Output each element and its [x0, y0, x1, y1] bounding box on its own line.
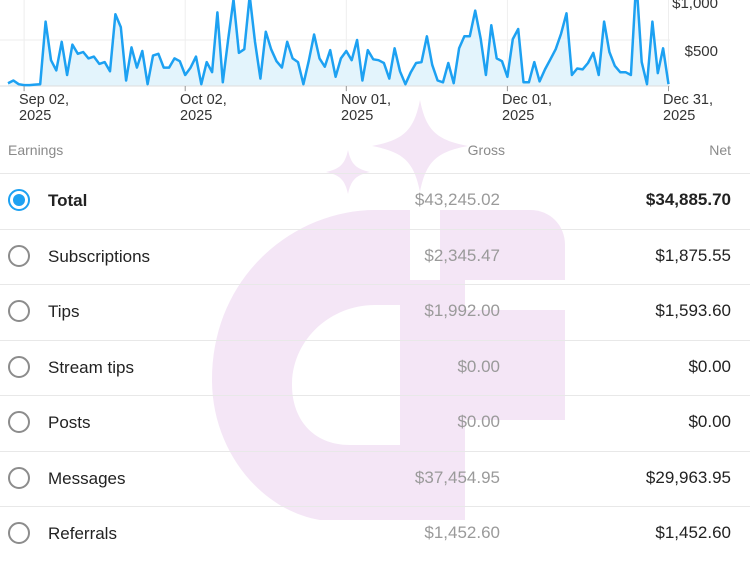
- row-label-stream-tips: Stream tips: [48, 358, 134, 377]
- row-messages[interactable]: Messages $37,454.95 $29,963.95: [0, 451, 750, 507]
- earnings-chart: $1,000 $500 Sep 02, 2025 Oct 02, 2025 Nov …: [0, 0, 750, 135]
- radio-referrals[interactable]: [8, 522, 30, 544]
- gross-stream-tips: $0.00: [457, 357, 500, 376]
- gross-subscriptions: $2,345.47: [424, 246, 500, 265]
- row-label-subscriptions: Subscriptions: [48, 247, 151, 266]
- x-tick-label-nov01: Nov 01, 2025: [341, 92, 391, 124]
- gross-messages: $37,454.95: [414, 468, 500, 487]
- row-subscriptions[interactable]: Subscriptions $2,345.47 $1,875.55: [0, 229, 750, 285]
- radio-total[interactable]: [8, 189, 30, 211]
- header-gross: Gross: [467, 142, 505, 158]
- table-header: Earnings Gross Net: [0, 138, 750, 172]
- y-tick-label-500: $500: [684, 43, 718, 60]
- x-tick-label-dec01: Dec 01, 2025: [502, 92, 552, 124]
- row-posts[interactable]: Posts $0.00 $0.00: [0, 395, 750, 451]
- row-total[interactable]: Total $43,245.02 $34,885.70: [0, 173, 750, 229]
- row-label-tips: Tips: [48, 302, 80, 321]
- net-subscriptions: $1,875.55: [655, 246, 731, 265]
- radio-messages[interactable]: [8, 467, 30, 489]
- gross-tips: $1,992.00: [424, 301, 500, 320]
- row-label-total: Total: [48, 191, 88, 210]
- net-posts: $0.00: [688, 412, 731, 431]
- row-referrals[interactable]: Referrals $1,452.60 $1,452.60: [0, 506, 750, 562]
- row-stream-tips[interactable]: Stream tips $0.00 $0.00: [0, 340, 750, 396]
- net-tips: $1,593.60: [655, 301, 731, 320]
- row-tips[interactable]: Tips $1,992.00 $1,593.60: [0, 284, 750, 340]
- radio-subscriptions[interactable]: [8, 245, 30, 267]
- row-label-posts: Posts: [48, 413, 91, 432]
- y-tick-label-1000: $1,000: [672, 0, 718, 12]
- earnings-area-fill: [8, 0, 669, 86]
- x-tick-label-oct02: Oct 02, 2025: [180, 92, 227, 124]
- x-tick-label-sep02: Sep 02, 2025: [19, 92, 69, 124]
- gross-referrals: $1,452.60: [424, 523, 500, 542]
- earnings-series-line: [7, 0, 670, 87]
- radio-tips[interactable]: [8, 300, 30, 322]
- x-tick-label-dec31: Dec 31, 2025: [663, 92, 713, 124]
- net-stream-tips: $0.00: [688, 357, 731, 376]
- header-earnings: Earnings: [8, 142, 64, 158]
- radio-posts[interactable]: [8, 411, 30, 433]
- earnings-chart-svg: [0, 0, 670, 92]
- gross-total: $43,245.02: [414, 190, 500, 209]
- row-label-messages: Messages: [48, 469, 126, 488]
- gross-posts: $0.00: [457, 412, 500, 431]
- radio-stream-tips[interactable]: [8, 356, 30, 378]
- net-referrals: $1,452.60: [655, 523, 731, 542]
- net-total: $34,885.70: [645, 190, 731, 209]
- header-net: Net: [709, 142, 731, 158]
- row-label-referrals: Referrals: [48, 524, 117, 543]
- net-messages: $29,963.95: [645, 468, 731, 487]
